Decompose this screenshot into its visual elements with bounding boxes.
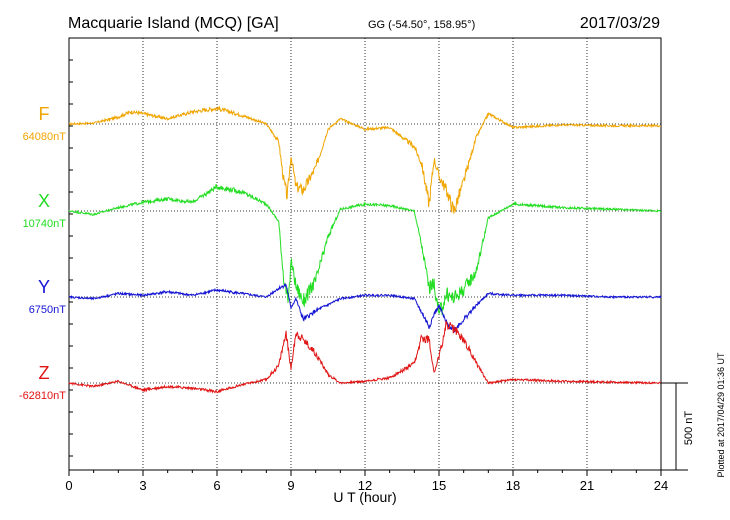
axis-ticks: 0 3 6 9 12 15 18 21 24 [65,59,668,493]
scale-bar: 500 nT [661,382,695,471]
x-tick-label: 24 [654,478,668,493]
series-baseline-y: 6750nT [29,304,67,316]
series-line-x [68,183,662,315]
series-baseline-f: 64080nT [23,131,67,143]
x-tick-label: 21 [580,478,594,493]
x-tick-label: 18 [506,478,520,493]
scale-bar-label: 500 nT [683,411,695,446]
series-name-y: Y [38,277,50,297]
grid-lines [142,38,588,470]
series-name-f: F [39,104,50,124]
x-tick-label: 12 [358,478,372,493]
x-tick-label: 15 [432,478,446,493]
x-tick-label: 0 [65,478,72,493]
series-baseline-x: 10740nT [23,218,67,230]
station-title: Macquarie Island (MCQ) [GA] [68,15,279,32]
x-tick-label: 6 [213,478,220,493]
series-labels: F 64080nT X 10740nT Y 6750nT Z -62810nT [19,104,66,402]
station-coordinates: GG (-54.50°, 158.95°) [368,19,475,31]
series-baseline-z: -62810nT [19,390,66,402]
plot-date: 2017/03/29 [580,15,660,32]
series-line-z [68,320,662,394]
series-lines [68,105,662,394]
x-tick-label: 3 [139,478,146,493]
series-line-y [68,282,662,334]
series-name-x: X [38,191,50,211]
x-tick-label: 9 [287,478,294,493]
series-line-f [69,105,661,214]
series-name-z: Z [39,363,50,383]
x-axis-title: U T (hour) [333,489,396,505]
plotted-at-note: Plotted at 2017/04/29 01:36 UT [716,352,726,478]
